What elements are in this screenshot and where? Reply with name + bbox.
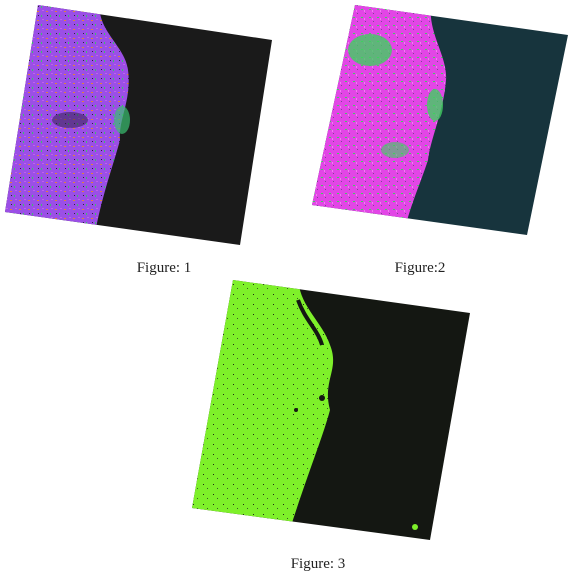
figure-caption: Figure:2 xyxy=(395,260,446,276)
figure-3-image xyxy=(180,270,470,545)
figure-1-image xyxy=(0,0,272,250)
figure-caption: Figure: 1 xyxy=(137,260,192,276)
figure-caption: Figure: 3 xyxy=(291,556,346,572)
figure-2-image xyxy=(300,0,568,240)
page: Figure: 1 Figure:2 Figure: 3 (() => { co… xyxy=(0,0,569,578)
figure-page: Figure: 1 Figure:2 Figure: 3 xyxy=(0,0,569,578)
